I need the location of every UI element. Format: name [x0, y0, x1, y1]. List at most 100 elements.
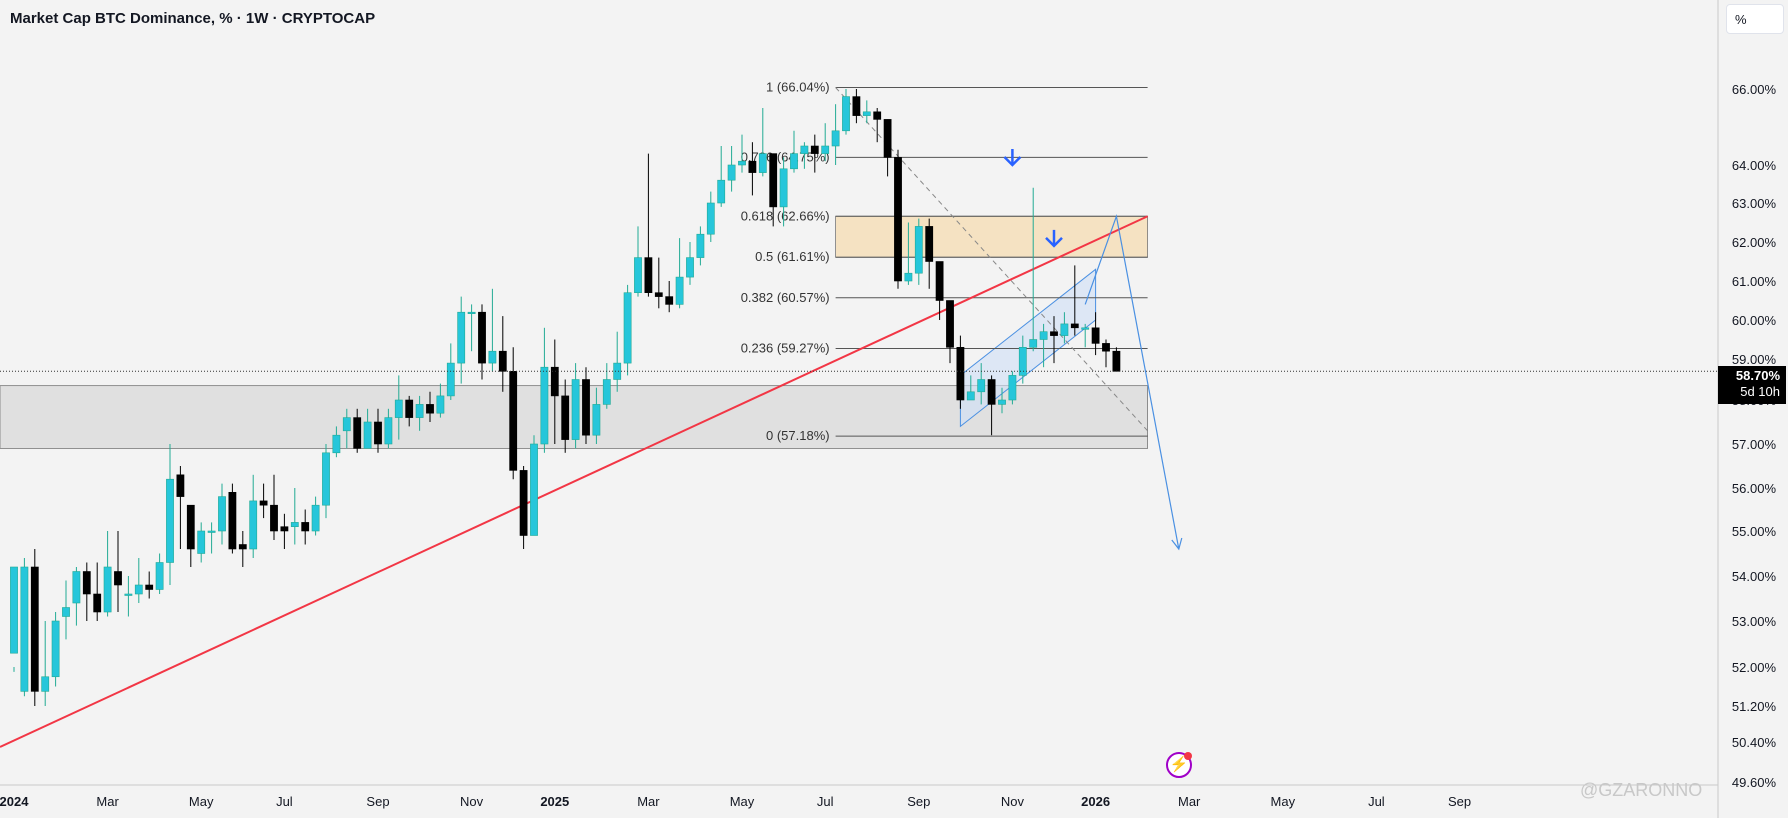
candle-body-74 [779, 168, 788, 208]
candle-body-89 [935, 261, 944, 301]
candle-body-10 [114, 571, 122, 586]
y-tick-5: 60.00% [1732, 313, 1777, 328]
projection-path [1084, 213, 1180, 550]
candle-body-1 [20, 566, 29, 692]
candle-body-26 [280, 526, 289, 532]
y-tick-14: 51.20% [1732, 699, 1777, 714]
candle-body-79 [831, 130, 840, 147]
candle-body-75 [790, 153, 798, 170]
x-tick-1: Mar [96, 794, 119, 809]
candle-body-45 [478, 311, 486, 364]
candle-body-50 [530, 443, 538, 536]
candle-body-27 [290, 522, 299, 528]
candle-body-9 [103, 566, 112, 613]
candle-body-4 [51, 620, 60, 678]
fib-label-6: 0 (57.18%) [766, 428, 830, 443]
candle-body-41 [436, 395, 445, 414]
candle-body-52 [550, 366, 559, 397]
fib-label-3: 0.5 (61.61%) [755, 249, 829, 264]
candle-body-49 [519, 470, 528, 536]
x-tick-3: Jul [276, 794, 293, 809]
candle-body-31 [332, 434, 341, 454]
author-watermark: @GZARONNO [1580, 780, 1703, 800]
candle-body-18 [197, 530, 206, 554]
x-tick-7: Mar [637, 794, 660, 809]
y-tick-12: 53.00% [1732, 614, 1777, 629]
y-tick-2: 63.00% [1732, 196, 1777, 211]
candle-body-55 [582, 379, 590, 436]
y-tick-0: 66.00% [1732, 82, 1777, 97]
candle-body-64 [675, 276, 684, 305]
lightning-event-icon[interactable]: ⚡ [1166, 752, 1192, 778]
candle-body-84 [883, 119, 892, 158]
candle-body-54 [571, 379, 580, 440]
candle-body-2 [30, 566, 39, 692]
candle-body-47 [498, 350, 507, 372]
title-separator: · [236, 10, 242, 27]
percent-scale-button[interactable]: % [1726, 4, 1784, 34]
candle-body-61 [644, 257, 653, 294]
fib-label-5: 0.236 (59.27%) [741, 340, 830, 355]
candle-body-58 [613, 362, 622, 380]
candle-body-86 [904, 272, 913, 282]
x-tick-6: 2025 [540, 794, 569, 809]
y-tick-3: 62.00% [1732, 235, 1777, 250]
candle-body-37 [394, 399, 403, 418]
candle-body-5 [62, 607, 70, 617]
candle-body-73 [769, 153, 778, 208]
candle-body-98 [1029, 339, 1038, 348]
y-tick-13: 52.00% [1732, 660, 1777, 675]
candle-body-87 [914, 226, 923, 274]
candle-body-68 [717, 179, 726, 204]
candle-body-62 [654, 292, 663, 297]
candle-body-96 [1008, 375, 1017, 401]
candle-body-63 [665, 296, 674, 305]
candle-body-46 [488, 350, 497, 364]
candle-body-12 [134, 584, 143, 595]
y-tick-1: 64.00% [1732, 158, 1777, 173]
down-arrow-head-0 [1003, 156, 1022, 167]
candle-body-101 [1060, 323, 1069, 336]
notification-dot [1184, 752, 1192, 760]
candle-body-66 [696, 233, 705, 258]
candle-body-88 [925, 226, 934, 262]
candle-body-7 [82, 571, 91, 595]
drawing-lines [0, 87, 1183, 748]
candle-body-40 [426, 404, 434, 414]
y-tick-4: 61.00% [1732, 274, 1777, 289]
candle-body-3 [41, 676, 50, 692]
red-trendline [0, 215, 1149, 748]
candle-body-6 [72, 571, 81, 604]
candle-body-51 [540, 366, 549, 445]
candle-body-53 [561, 395, 570, 440]
candle-body-104 [1091, 327, 1100, 344]
x-tick-15: Jul [1368, 794, 1385, 809]
candle-body-76 [800, 145, 809, 154]
x-tick-13: Mar [1178, 794, 1201, 809]
candle-body-22 [238, 544, 247, 550]
candle-body-69 [727, 164, 736, 181]
candle-body-32 [342, 417, 351, 432]
candle-body-15 [166, 478, 174, 563]
candle-body-28 [301, 522, 310, 532]
y-tick-11: 54.00% [1732, 569, 1777, 584]
candle-body-13 [145, 584, 154, 590]
candle-body-102 [1070, 323, 1079, 329]
candle-body-48 [509, 370, 518, 471]
candle-body-29 [311, 504, 320, 532]
exchange-label: CRYPTOCAP [281, 10, 376, 27]
candle-body-24 [259, 500, 268, 506]
candle-body-11 [124, 593, 133, 596]
candle-body-17 [186, 504, 195, 550]
candle-body-25 [270, 504, 278, 532]
candle-body-14 [155, 562, 164, 590]
title-separator-2: · [272, 10, 278, 27]
candle-body-34 [363, 421, 372, 449]
candle-body-65 [686, 257, 694, 278]
candle-body-43 [457, 311, 466, 364]
candle-body-33 [353, 417, 362, 449]
y-tick-10: 55.00% [1732, 524, 1777, 539]
candle-body-82 [862, 111, 871, 116]
